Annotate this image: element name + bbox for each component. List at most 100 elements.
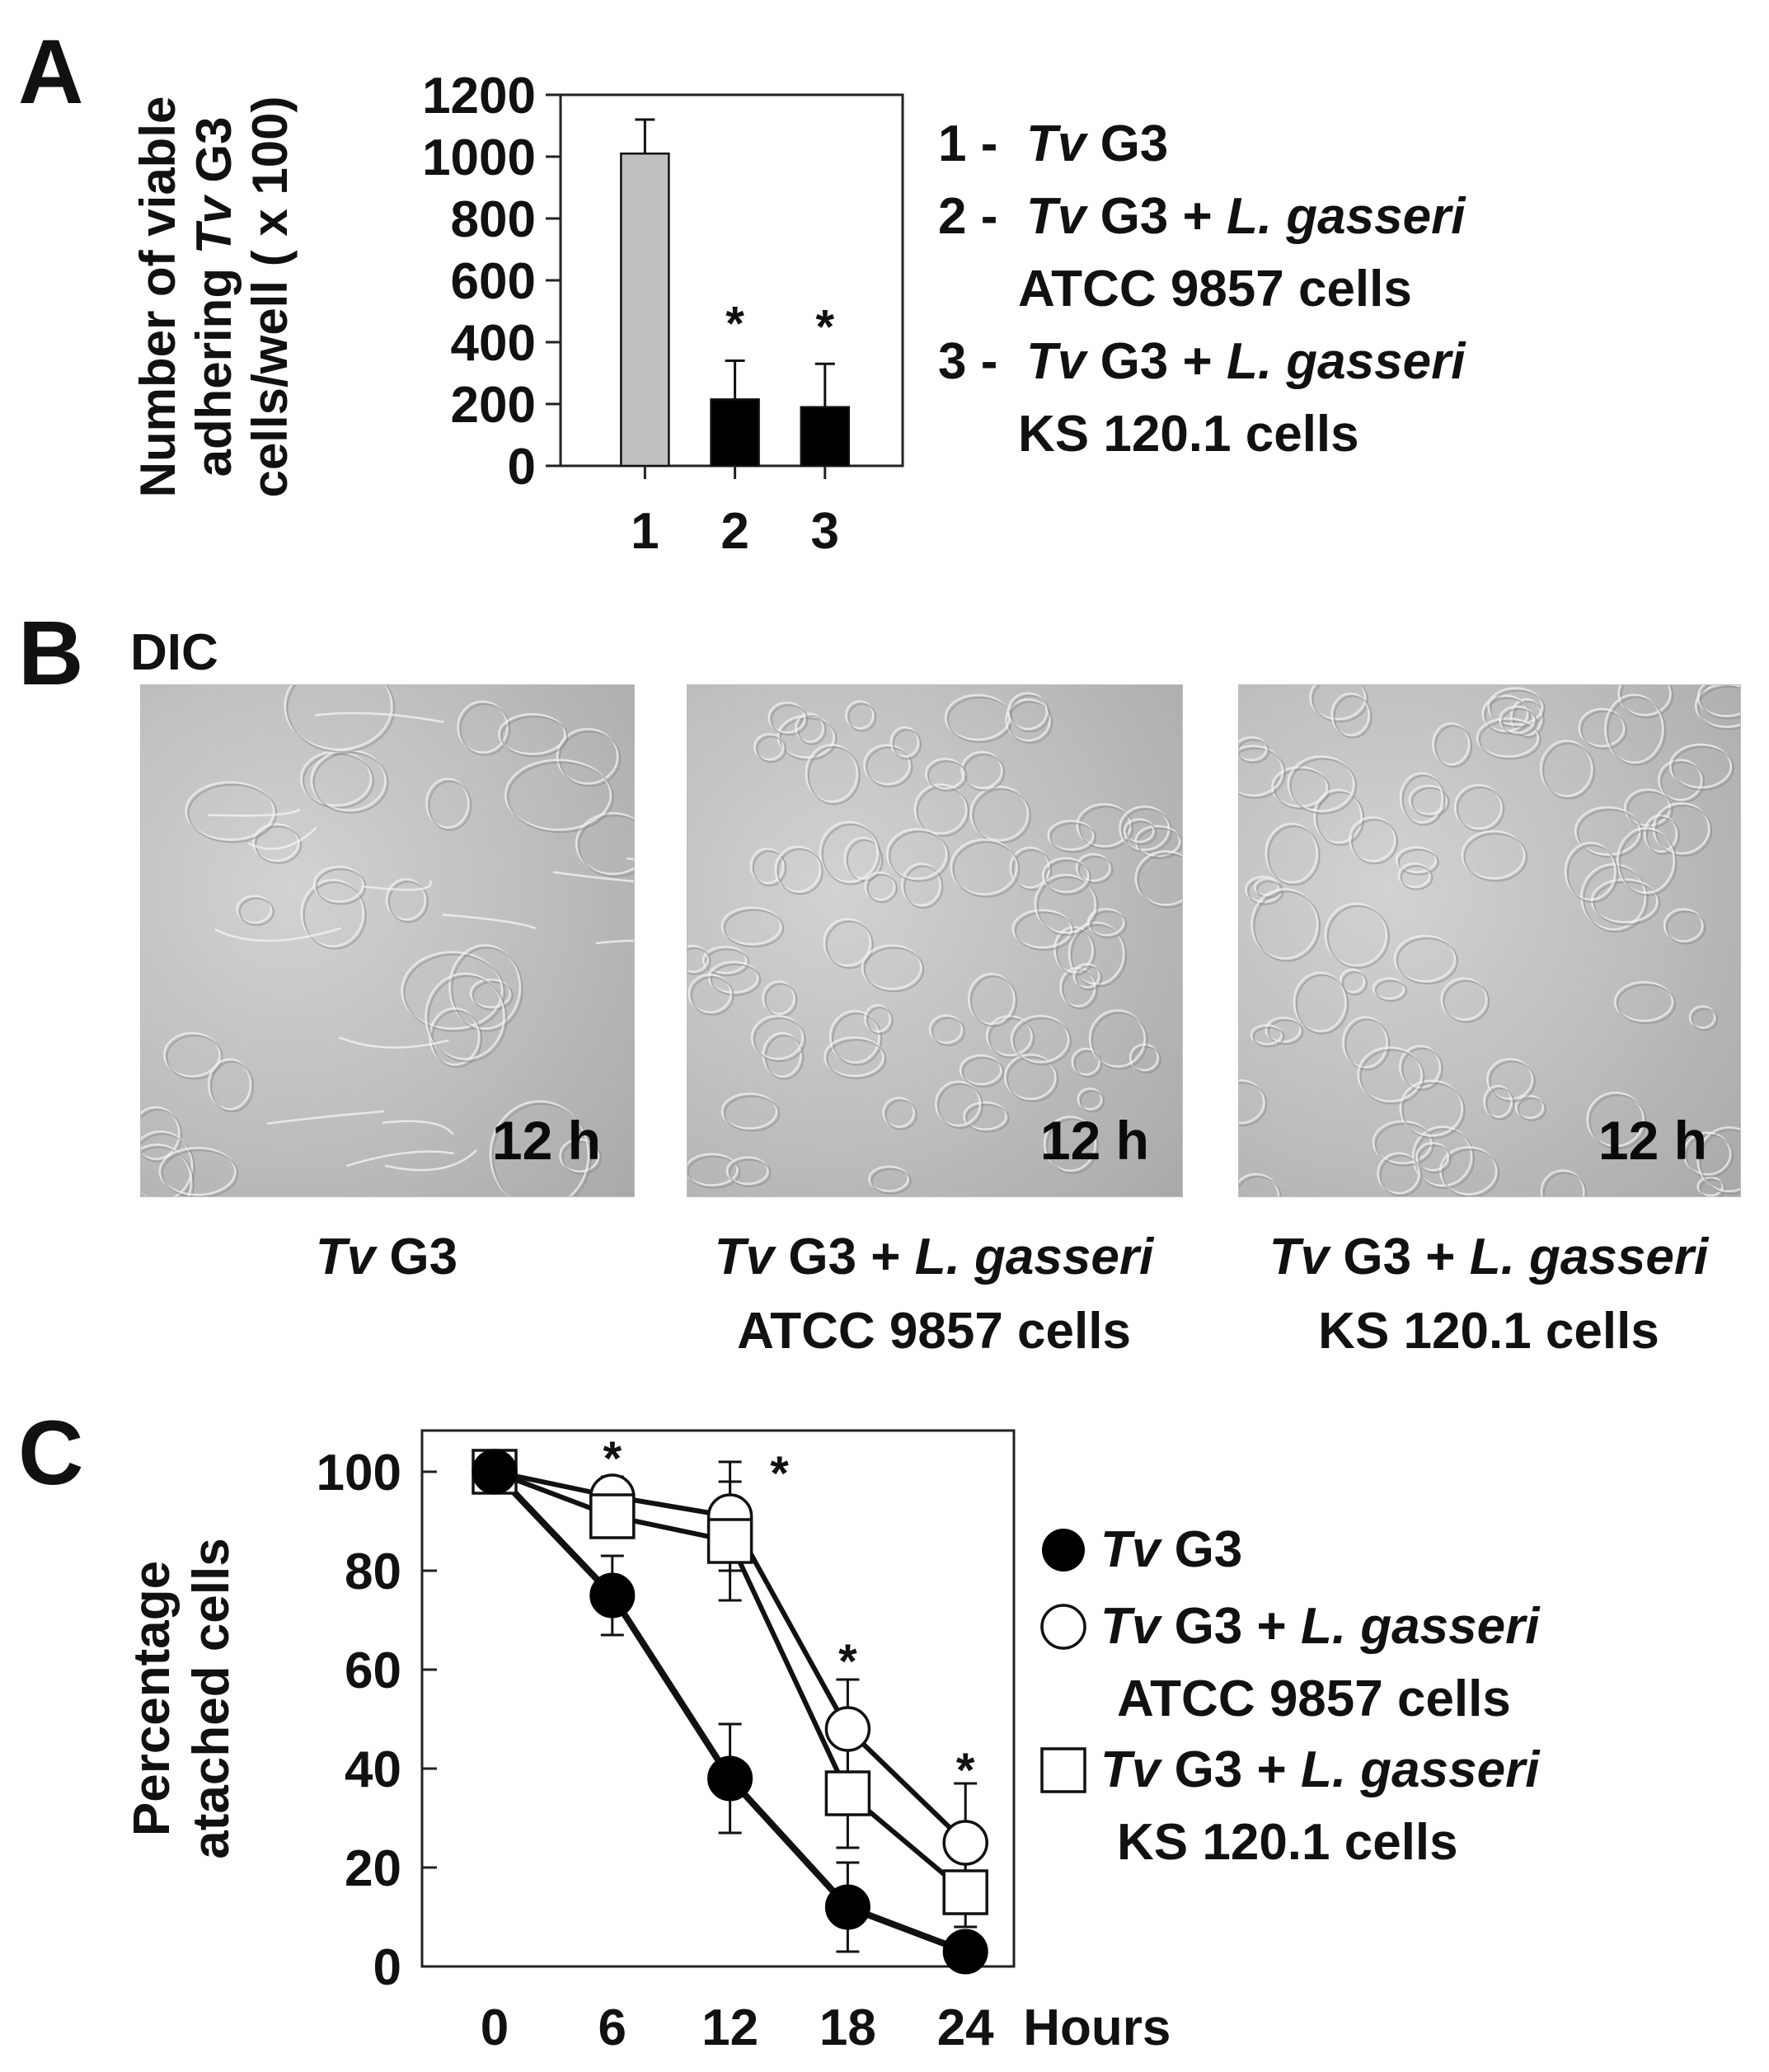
cell-outline: [702, 946, 748, 975]
y-tick-label: 200: [451, 377, 536, 434]
data-point: [942, 1929, 988, 1975]
cell-shadow: [807, 746, 861, 806]
cell-shadow: [826, 1039, 887, 1079]
cell-outline: [1003, 1053, 1057, 1101]
cell-shadow: [952, 841, 1021, 898]
caption-segment: L. gasseri: [1469, 1229, 1709, 1285]
significance-mark: *: [770, 1447, 789, 1501]
cell-outline: [1643, 814, 1678, 853]
data-point: [824, 1770, 871, 1816]
cell-outline: [1668, 743, 1733, 789]
cell-outline: [749, 847, 785, 885]
cell-outline: [1309, 685, 1367, 721]
cell-outline: [1616, 827, 1675, 895]
cell-shadow: [1484, 697, 1532, 735]
cell-shadow: [459, 702, 511, 756]
y-tick-label: 40: [345, 1741, 401, 1798]
cell-shadow: [141, 1108, 183, 1163]
cell-shadow: [1044, 859, 1091, 895]
cell-shadow: [916, 786, 970, 837]
cell-shadow: [1620, 685, 1674, 719]
cell-outline: [767, 701, 806, 734]
cell-outline: [401, 951, 504, 1030]
caption-segment: Tv: [1269, 1229, 1330, 1285]
x-tick-label: 1: [631, 503, 659, 560]
cell-flagellum: [442, 914, 537, 930]
legend-label: ATCC 9857 cells: [1018, 261, 1412, 317]
cell-outline: [967, 972, 1016, 1025]
cell-shadow: [927, 760, 968, 792]
cell-shadow: [825, 920, 874, 970]
cell-outline: [969, 785, 1030, 842]
caption-segment: ATCC 9857 cells: [737, 1303, 1131, 1360]
cell-shadow: [1396, 937, 1458, 985]
cell-shadow: [1400, 865, 1434, 890]
cell-shadow: [903, 865, 944, 909]
panel-a-letter: A: [18, 21, 83, 123]
legend-text-span: G3 +: [1160, 1741, 1301, 1798]
cell-shadow: [1577, 809, 1644, 858]
cell-outline: [868, 1165, 909, 1192]
cell-shadow: [1252, 1027, 1285, 1048]
data-point: [824, 1706, 871, 1752]
y-tick-label: 1000: [422, 129, 536, 186]
legend-text-span: KS 120.1 cells: [1117, 1814, 1458, 1871]
cell-outline: [312, 866, 364, 903]
cell-outline: [1604, 693, 1664, 764]
cell-outline: [985, 1015, 1033, 1057]
cell-shadow: [756, 735, 787, 763]
legend-marker: [1040, 1604, 1086, 1650]
cell-shadow: [1401, 1082, 1466, 1139]
cell-outline: [1481, 694, 1529, 732]
y-axis-label: atached cells: [183, 1538, 240, 1858]
cell-shadow: [1410, 787, 1450, 818]
cell-outline: [425, 778, 470, 829]
cell-shadow: [866, 874, 898, 904]
cell-shadow: [988, 1017, 1035, 1059]
cell-shadow: [972, 788, 1031, 844]
cell-outline: [1694, 685, 1740, 728]
cell-shadow: [1401, 774, 1446, 826]
cell-shadow: [1479, 720, 1541, 760]
legend-label: Tv G3: [1100, 1521, 1242, 1578]
cell-outline: [1134, 850, 1182, 906]
cell-outline: [1432, 722, 1471, 766]
cell-shadow: [1075, 966, 1103, 991]
cell-shadow: [866, 746, 913, 787]
cell-shadow: [1344, 1018, 1391, 1071]
cell-outline: [141, 1130, 194, 1196]
y-tick-label: 100: [317, 1445, 401, 1501]
cell-shadow: [1645, 816, 1680, 855]
cell-flagellum: [315, 712, 445, 724]
cell-shadow: [187, 783, 278, 843]
cell-outline: [1540, 740, 1593, 797]
cell-shadow: [1091, 1012, 1148, 1070]
cell-shadow: [1010, 694, 1050, 733]
cell-outline: [1339, 968, 1366, 994]
cell-outline: [1393, 934, 1457, 983]
cell-shadow: [427, 975, 508, 1063]
cell-outline: [1293, 971, 1347, 1032]
cell-outline: [1483, 1084, 1513, 1118]
cell-shadow: [1501, 707, 1537, 736]
cell-shadow: [428, 780, 472, 831]
cell-outline: [300, 878, 364, 947]
cell-outline: [687, 973, 732, 1013]
cell-outline: [425, 972, 505, 1060]
legend-number: 2 -: [938, 188, 997, 245]
cell-outline: [1461, 829, 1526, 880]
cell-outline: [489, 1100, 590, 1196]
cell-outline: [1682, 1131, 1732, 1176]
cell-outline: [1342, 1016, 1388, 1069]
cell-outline: [385, 878, 427, 921]
cell-shadow: [1699, 1129, 1740, 1195]
cell-shadow: [1442, 1149, 1500, 1196]
data-point: [589, 1493, 636, 1539]
cell-shadow: [1289, 758, 1358, 815]
cell-shadow: [1485, 1088, 1515, 1121]
cell-shadow: [970, 975, 1018, 1027]
cell-outline: [158, 1146, 237, 1196]
cell-outline: [805, 744, 859, 803]
